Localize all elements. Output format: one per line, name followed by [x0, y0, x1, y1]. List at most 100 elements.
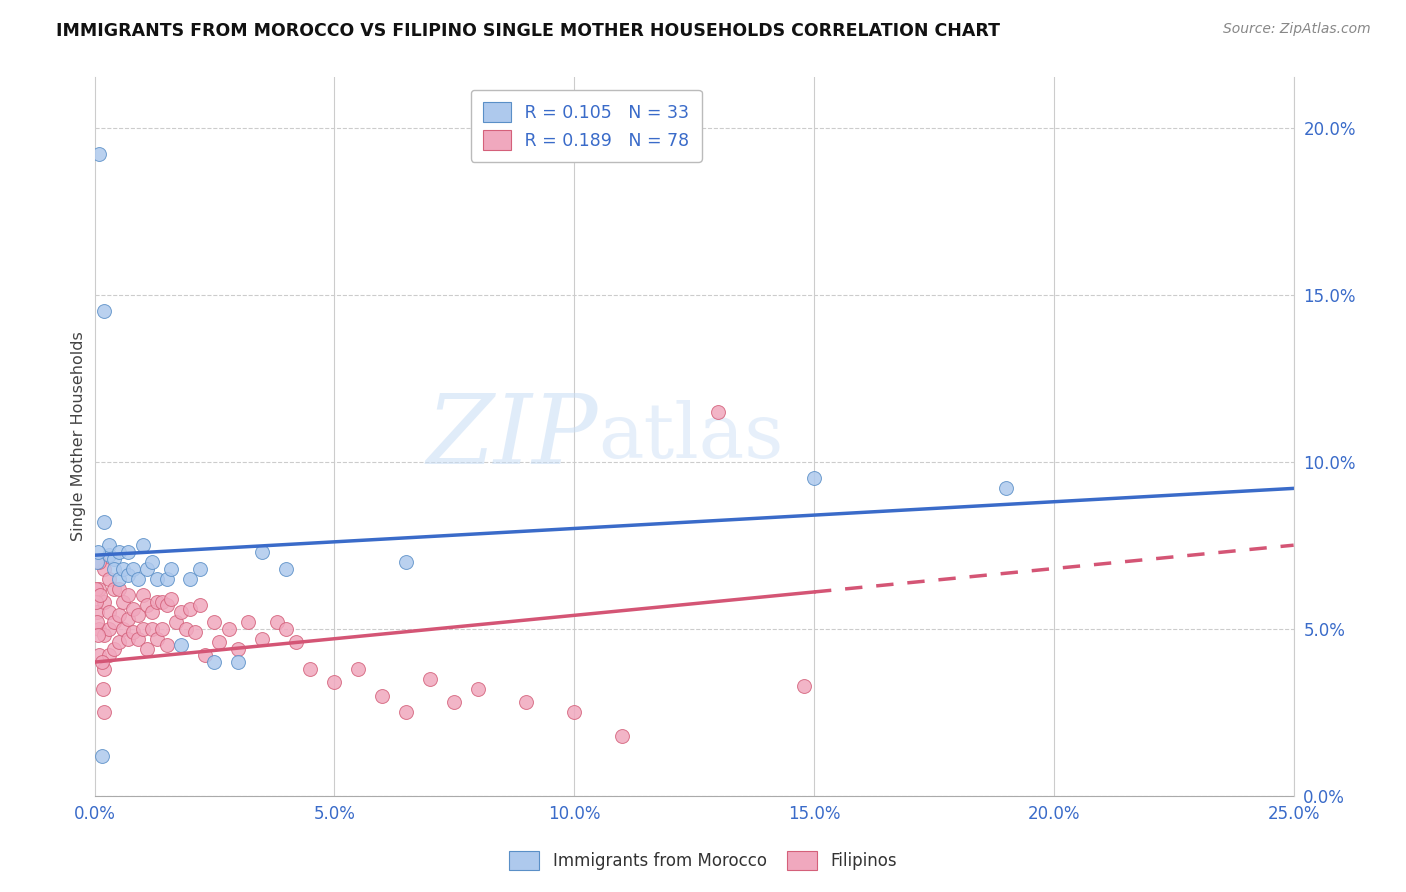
Point — [276, 622, 298, 636]
Point — [89, 147, 111, 161]
Point — [97, 622, 120, 636]
Point — [90, 655, 112, 669]
Point — [252, 545, 274, 559]
Point — [97, 648, 120, 663]
Point — [323, 675, 346, 690]
Point — [107, 608, 129, 623]
Point — [131, 588, 153, 602]
Point — [174, 622, 197, 636]
Point — [150, 595, 173, 609]
Legend:  R = 0.105   N = 33,  R = 0.189   N = 78: R = 0.105 N = 33, R = 0.189 N = 78 — [471, 90, 702, 162]
Point — [122, 625, 145, 640]
Point — [395, 705, 418, 719]
Point — [266, 615, 288, 629]
Text: IMMIGRANTS FROM MOROCCO VS FILIPINO SINGLE MOTHER HOUSEHOLDS CORRELATION CHART: IMMIGRANTS FROM MOROCCO VS FILIPINO SING… — [56, 22, 1000, 40]
Point — [188, 561, 211, 575]
Point — [103, 561, 125, 575]
Point — [87, 545, 110, 559]
Point — [107, 545, 129, 559]
Point — [160, 561, 183, 575]
Y-axis label: Single Mother Households: Single Mother Households — [72, 332, 86, 541]
Point — [97, 605, 120, 619]
Point — [136, 599, 159, 613]
Point — [87, 628, 110, 642]
Point — [141, 605, 163, 619]
Point — [299, 662, 322, 676]
Point — [194, 648, 217, 663]
Point — [994, 482, 1017, 496]
Point — [179, 601, 201, 615]
Legend: Immigrants from Morocco, Filipinos: Immigrants from Morocco, Filipinos — [503, 844, 903, 877]
Point — [165, 615, 187, 629]
Point — [204, 615, 226, 629]
Point — [707, 404, 730, 418]
Point — [103, 582, 125, 596]
Point — [86, 615, 108, 629]
Point — [170, 605, 193, 619]
Point — [150, 622, 173, 636]
Point — [86, 595, 108, 609]
Point — [97, 572, 120, 586]
Point — [141, 555, 163, 569]
Point — [170, 639, 193, 653]
Point — [86, 605, 108, 619]
Point — [107, 582, 129, 596]
Point — [131, 622, 153, 636]
Point — [112, 561, 135, 575]
Point — [86, 555, 108, 569]
Point — [117, 545, 139, 559]
Point — [112, 595, 135, 609]
Point — [89, 648, 111, 663]
Text: ZIP: ZIP — [427, 390, 598, 483]
Point — [612, 729, 634, 743]
Text: atlas: atlas — [598, 400, 783, 474]
Point — [136, 561, 159, 575]
Point — [117, 568, 139, 582]
Point — [276, 561, 298, 575]
Point — [117, 588, 139, 602]
Point — [127, 632, 149, 646]
Point — [89, 622, 111, 636]
Point — [89, 588, 111, 602]
Point — [117, 632, 139, 646]
Point — [84, 582, 107, 596]
Point — [103, 551, 125, 566]
Point — [228, 655, 250, 669]
Point — [228, 641, 250, 656]
Point — [160, 591, 183, 606]
Point — [93, 662, 115, 676]
Point — [443, 695, 465, 709]
Point — [236, 615, 259, 629]
Point — [91, 681, 114, 696]
Point — [155, 599, 177, 613]
Point — [90, 748, 112, 763]
Point — [347, 662, 370, 676]
Point — [515, 695, 537, 709]
Point — [252, 632, 274, 646]
Point — [155, 572, 177, 586]
Point — [208, 635, 231, 649]
Point — [146, 572, 169, 586]
Point — [122, 601, 145, 615]
Point — [188, 599, 211, 613]
Point — [89, 555, 111, 569]
Point — [93, 304, 115, 318]
Point — [89, 582, 111, 596]
Point — [112, 622, 135, 636]
Point — [184, 625, 207, 640]
Point — [204, 655, 226, 669]
Point — [97, 548, 120, 562]
Point — [146, 632, 169, 646]
Text: Source: ZipAtlas.com: Source: ZipAtlas.com — [1223, 22, 1371, 37]
Point — [93, 705, 115, 719]
Point — [127, 572, 149, 586]
Point — [803, 471, 825, 485]
Point — [93, 561, 115, 575]
Point — [103, 615, 125, 629]
Point — [793, 679, 815, 693]
Point — [122, 561, 145, 575]
Point — [93, 595, 115, 609]
Point — [141, 622, 163, 636]
Point — [136, 641, 159, 656]
Point — [93, 628, 115, 642]
